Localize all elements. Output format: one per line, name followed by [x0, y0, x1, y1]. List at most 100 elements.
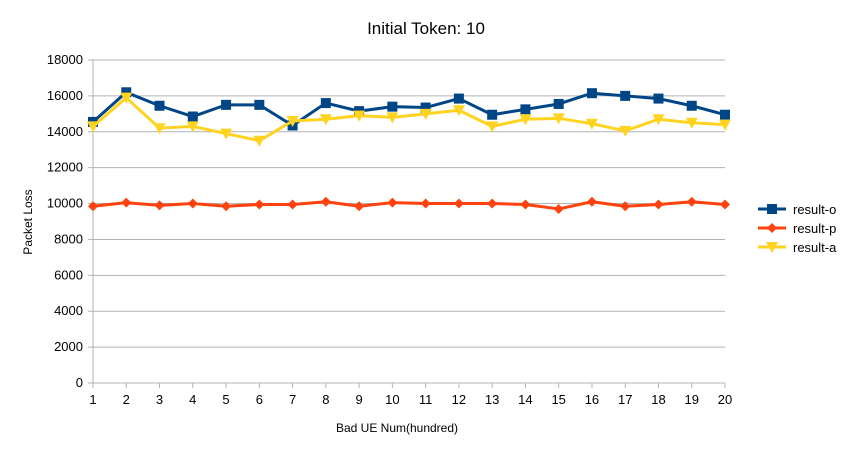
y-tick-label: 18000 [47, 52, 83, 67]
x-tick-label: 19 [685, 392, 699, 407]
y-tick-label: 0 [76, 375, 83, 390]
series-result-a [87, 92, 731, 147]
legend-item-result-o: result-o [758, 202, 836, 217]
data-point-result-o [121, 87, 132, 98]
x-tick-label: 7 [289, 392, 296, 407]
data-point-result-o [320, 98, 331, 109]
data-point-result-a [619, 125, 632, 137]
data-point-result-a [552, 113, 565, 125]
legend-marker-result-a [766, 242, 778, 253]
x-tick-label: 12 [452, 392, 466, 407]
data-point-result-p [354, 201, 365, 212]
x-tick-label: 2 [123, 392, 130, 407]
data-point-result-a [486, 121, 499, 133]
data-point-result-p [420, 198, 431, 209]
y-tick-label: 12000 [47, 160, 83, 175]
data-point-result-a [220, 128, 233, 140]
data-point-result-a [652, 114, 665, 126]
chart-title: Initial Token: 10 [367, 19, 485, 38]
legend-marker-result-p [767, 223, 777, 233]
x-axis-label: Bad UE Num(hundred) [336, 421, 458, 435]
x-tick-label: 11 [419, 392, 433, 407]
data-point-result-p [520, 199, 531, 210]
data-point-result-p [254, 199, 265, 210]
x-tick-labels: 1 2 3 4 5 6 7 8 9 10 11 12 13 14 15 16 17 18 19 20 [89, 392, 732, 407]
data-point-result-o [453, 93, 464, 104]
data-point-result-a [685, 117, 698, 129]
data-point-result-o [686, 100, 697, 111]
data-point-result-p [88, 201, 98, 212]
x-tick-label: 9 [355, 392, 362, 407]
data-point-result-a [286, 116, 299, 128]
x-tick-label: 17 [618, 392, 632, 407]
data-point-result-p [287, 199, 298, 210]
series-result-o [88, 87, 730, 131]
data-point-result-p [686, 196, 697, 207]
data-point-result-p [121, 197, 132, 208]
data-point-result-p [553, 203, 564, 214]
data-point-result-o [487, 109, 498, 120]
data-point-result-p [187, 198, 198, 209]
series-result-p [88, 196, 730, 214]
data-point-result-p [487, 198, 498, 209]
data-point-result-a [186, 121, 199, 133]
y-tick-label: 4000 [54, 303, 83, 318]
data-point-result-p [586, 196, 597, 207]
data-point-result-a [519, 114, 532, 126]
data-point-result-o [254, 99, 265, 110]
x-tick-label: 13 [485, 392, 499, 407]
data-point-result-p [720, 199, 730, 210]
x-tick-label: 20 [718, 392, 732, 407]
data-point-result-o [653, 93, 664, 104]
x-tick-label: 4 [189, 392, 196, 407]
data-point-result-o [553, 98, 564, 109]
data-point-result-a [386, 112, 399, 124]
data-point-result-o [387, 101, 398, 112]
data-point-result-o [720, 109, 730, 120]
x-tick-label: 16 [585, 392, 599, 407]
legend-item-result-p: result-p [758, 221, 836, 236]
data-point-result-p [221, 201, 232, 212]
y-tick-labels: 0 2000 4000 6000 8000 10000 12000 14000 16000 180… [47, 52, 83, 390]
data-point-result-a [353, 110, 366, 122]
x-tick-label: 15 [551, 392, 565, 407]
y-tick-label: 10000 [47, 196, 83, 211]
series-line-result-o [92, 90, 726, 127]
data-point-result-a [419, 108, 432, 120]
data-point-result-p [320, 196, 331, 207]
legend-label-result-o: result-o [793, 202, 836, 217]
x-tick-label: 3 [156, 392, 163, 407]
series-line-result-p [92, 200, 726, 211]
x-tick-label: 6 [256, 392, 263, 407]
data-point-result-p [653, 199, 664, 210]
axes [88, 59, 726, 388]
legend-label-result-p: result-p [793, 221, 836, 236]
x-tick-label: 5 [222, 392, 229, 407]
data-point-result-o [620, 90, 631, 101]
y-tick-label: 14000 [47, 124, 83, 139]
legend-label-result-a: result-a [793, 240, 837, 255]
series-line-result-a [92, 96, 726, 143]
data-point-result-o [420, 102, 431, 113]
data-point-result-p [453, 198, 464, 209]
y-tick-label: 8000 [54, 231, 83, 246]
data-point-result-a [120, 92, 133, 104]
legend: result-o result-p result-a [758, 202, 837, 255]
data-point-result-a [153, 123, 166, 135]
legend-marker-result-o [767, 204, 777, 214]
data-point-result-o [221, 99, 232, 110]
y-tick-label: 6000 [54, 267, 83, 282]
y-tick-label: 2000 [54, 339, 83, 354]
data-point-result-p [387, 197, 398, 208]
data-point-result-o [520, 104, 531, 115]
data-point-result-a [452, 105, 465, 117]
data-point-result-a [319, 114, 332, 126]
data-point-result-o [586, 88, 597, 99]
x-tick-label: 14 [518, 392, 532, 407]
data-point-result-a [87, 121, 99, 133]
series-group [87, 87, 731, 214]
data-point-result-p [154, 200, 165, 211]
data-point-result-o [154, 100, 165, 111]
legend-item-result-a: result-a [758, 240, 837, 255]
